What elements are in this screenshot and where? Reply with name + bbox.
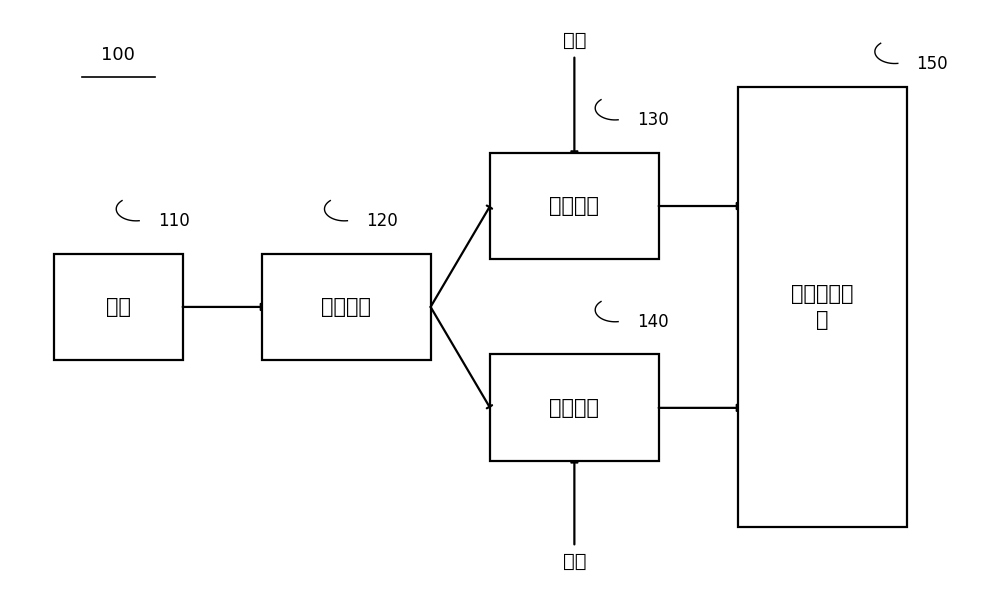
Text: 150: 150 — [917, 55, 948, 72]
Text: 第一像源: 第一像源 — [549, 196, 599, 216]
Text: 光源: 光源 — [106, 297, 131, 317]
Text: 100: 100 — [101, 46, 135, 64]
Text: 远景: 远景 — [563, 552, 586, 571]
Text: 第二像源: 第二像源 — [549, 398, 599, 418]
Bar — [490, 152, 659, 259]
Bar — [490, 355, 659, 461]
Text: 110: 110 — [158, 212, 190, 230]
Bar — [262, 253, 431, 361]
Text: 分光装置: 分光装置 — [321, 297, 371, 317]
Text: 近景: 近景 — [563, 31, 586, 50]
Text: 130: 130 — [637, 111, 669, 129]
Text: 120: 120 — [366, 212, 398, 230]
Text: 140: 140 — [637, 313, 668, 330]
Text: 影像合成装
置: 影像合成装 置 — [791, 284, 854, 330]
Bar — [738, 87, 907, 527]
Bar — [54, 253, 183, 361]
